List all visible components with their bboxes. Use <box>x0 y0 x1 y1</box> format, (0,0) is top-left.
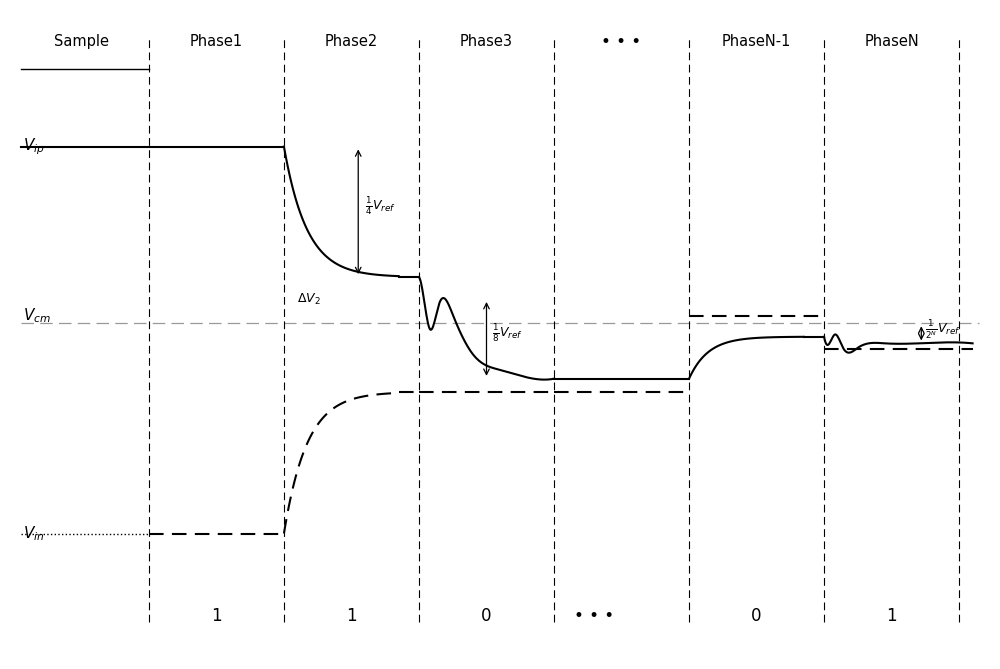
Text: PhaseN-1: PhaseN-1 <box>722 34 791 49</box>
Text: 0: 0 <box>481 607 492 626</box>
Text: PhaseN: PhaseN <box>864 34 919 49</box>
Text: $V_{in}$: $V_{in}$ <box>23 524 45 543</box>
Text: • • •: • • • <box>601 33 642 51</box>
Text: 0: 0 <box>751 607 762 626</box>
Text: $\frac{1}{8}V_{ref}$: $\frac{1}{8}V_{ref}$ <box>492 322 523 345</box>
Text: 1: 1 <box>886 607 897 626</box>
Text: $\frac{1}{4}V_{ref}$: $\frac{1}{4}V_{ref}$ <box>365 195 396 217</box>
Text: $\Delta V_2$: $\Delta V_2$ <box>297 292 321 306</box>
Text: 1: 1 <box>346 607 357 626</box>
Text: 1: 1 <box>211 607 222 626</box>
Text: Sample: Sample <box>54 34 109 49</box>
Text: Phase3: Phase3 <box>460 34 513 49</box>
Text: • • •: • • • <box>574 607 615 626</box>
Text: $V_{ip}$: $V_{ip}$ <box>23 136 45 157</box>
Text: $V_{cm}$: $V_{cm}$ <box>23 306 51 325</box>
Text: Phase1: Phase1 <box>190 34 243 49</box>
Text: Phase2: Phase2 <box>325 34 378 49</box>
Text: $\frac{1}{2^N}V_{ref}$: $\frac{1}{2^N}V_{ref}$ <box>925 318 961 342</box>
